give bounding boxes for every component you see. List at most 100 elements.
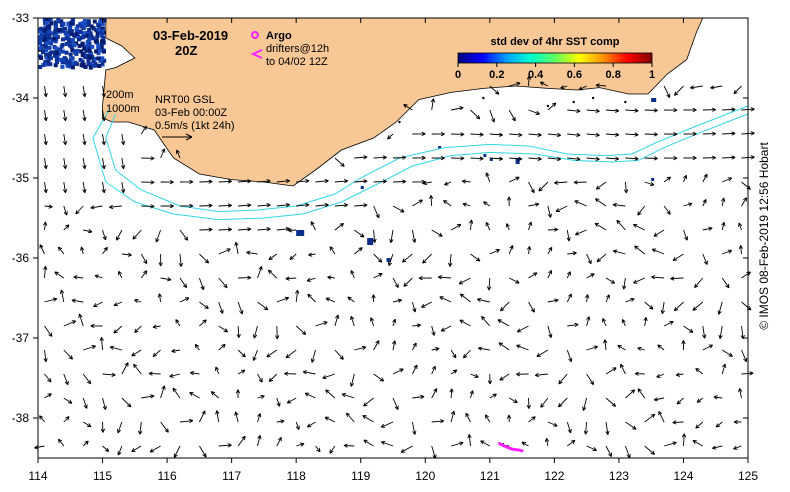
sst-cell — [81, 31, 86, 36]
current-vector — [345, 412, 355, 423]
current-vector — [429, 194, 434, 207]
current-vector — [470, 109, 481, 120]
current-vector — [189, 392, 200, 399]
current-vector — [623, 181, 629, 194]
current-vector — [63, 373, 69, 386]
lat-tick-label: -38 — [12, 411, 30, 425]
sst-cell — [42, 38, 47, 43]
sst-cell — [86, 22, 91, 27]
current-vector — [310, 349, 316, 363]
sst-cell — [41, 50, 45, 54]
sst-cell — [47, 54, 51, 59]
sst-cell — [94, 49, 99, 54]
current-vector — [109, 204, 122, 210]
current-vector — [683, 107, 697, 113]
current-vector — [715, 421, 723, 428]
current-vector — [238, 227, 252, 232]
current-vector — [82, 181, 87, 194]
current-vector — [179, 229, 189, 241]
current-vector — [527, 246, 532, 255]
current-vector — [499, 301, 510, 312]
sst-cell — [56, 18, 61, 22]
current-vector — [651, 275, 665, 280]
current-vector — [152, 349, 161, 358]
current-vector — [373, 179, 387, 184]
current-vector — [653, 229, 665, 237]
current-vector — [702, 199, 707, 207]
current-vector — [43, 85, 48, 98]
sst-cell — [90, 44, 95, 49]
current-vector — [477, 346, 490, 351]
current-vector — [334, 202, 349, 208]
current-vector — [102, 445, 110, 453]
current-vector — [252, 325, 258, 339]
current-vector — [489, 109, 496, 123]
current-vector — [90, 205, 103, 210]
sst-cell — [100, 56, 105, 61]
current-vector — [644, 108, 658, 113]
current-vector — [534, 372, 548, 378]
sst-cell — [54, 51, 59, 56]
current-vector — [625, 297, 635, 303]
sst-cell — [54, 25, 59, 30]
current-vector — [547, 156, 562, 162]
sst-cell — [44, 46, 49, 51]
current-vector — [617, 344, 626, 351]
current-vector — [717, 301, 723, 315]
current-vector — [306, 421, 316, 428]
sst-cell — [73, 50, 78, 55]
current-vector — [656, 373, 665, 378]
current-vector — [664, 107, 678, 113]
current-vector — [140, 270, 148, 279]
current-vector — [566, 271, 571, 279]
sst-cell — [102, 18, 107, 23]
current-vector — [160, 148, 166, 159]
current-vector — [625, 132, 639, 137]
lon-tick-label: 114 — [28, 469, 47, 483]
current-vector — [683, 155, 697, 161]
sst-cell — [77, 43, 82, 48]
current-vector — [555, 205, 568, 212]
current-vector — [486, 277, 492, 291]
credit-text: © IMOS 08-Feb-2019 12:56 Hobart — [757, 142, 771, 330]
current-vector — [62, 85, 68, 98]
current-vector — [664, 155, 678, 161]
current-vector — [431, 229, 443, 237]
current-vector — [508, 277, 520, 284]
current-vector — [160, 179, 174, 185]
current-vector — [448, 253, 453, 267]
current-vector — [189, 370, 200, 376]
current-vector — [101, 157, 106, 170]
sst-cell — [89, 24, 94, 29]
current-vector — [198, 277, 205, 291]
current-vector — [605, 445, 612, 457]
current-vector — [567, 322, 579, 327]
current-vector — [566, 229, 571, 242]
current-vector — [176, 149, 181, 159]
current-vector — [218, 277, 228, 289]
island — [624, 100, 627, 104]
current-vector — [102, 229, 107, 241]
current-vector — [392, 155, 407, 160]
sst-cell — [49, 41, 54, 46]
current-vector — [690, 85, 703, 90]
sst-cell — [85, 41, 90, 46]
current-vector — [713, 395, 723, 400]
sst-cell — [82, 46, 87, 51]
lat-tick-label: -37 — [12, 331, 30, 345]
current-vector — [210, 391, 219, 399]
current-vector — [134, 325, 142, 334]
current-vector — [528, 221, 533, 231]
current-vector — [120, 133, 126, 146]
sst-cell — [98, 29, 103, 34]
current-vector — [418, 275, 432, 281]
current-vector — [702, 173, 708, 183]
current-vector — [121, 362, 129, 375]
current-vector — [43, 109, 48, 122]
sst-cell — [52, 36, 57, 41]
current-vector — [528, 132, 542, 138]
sst-cell — [60, 64, 65, 69]
sst-cell — [87, 28, 92, 32]
current-vector — [155, 229, 162, 243]
current-vector — [392, 340, 397, 351]
